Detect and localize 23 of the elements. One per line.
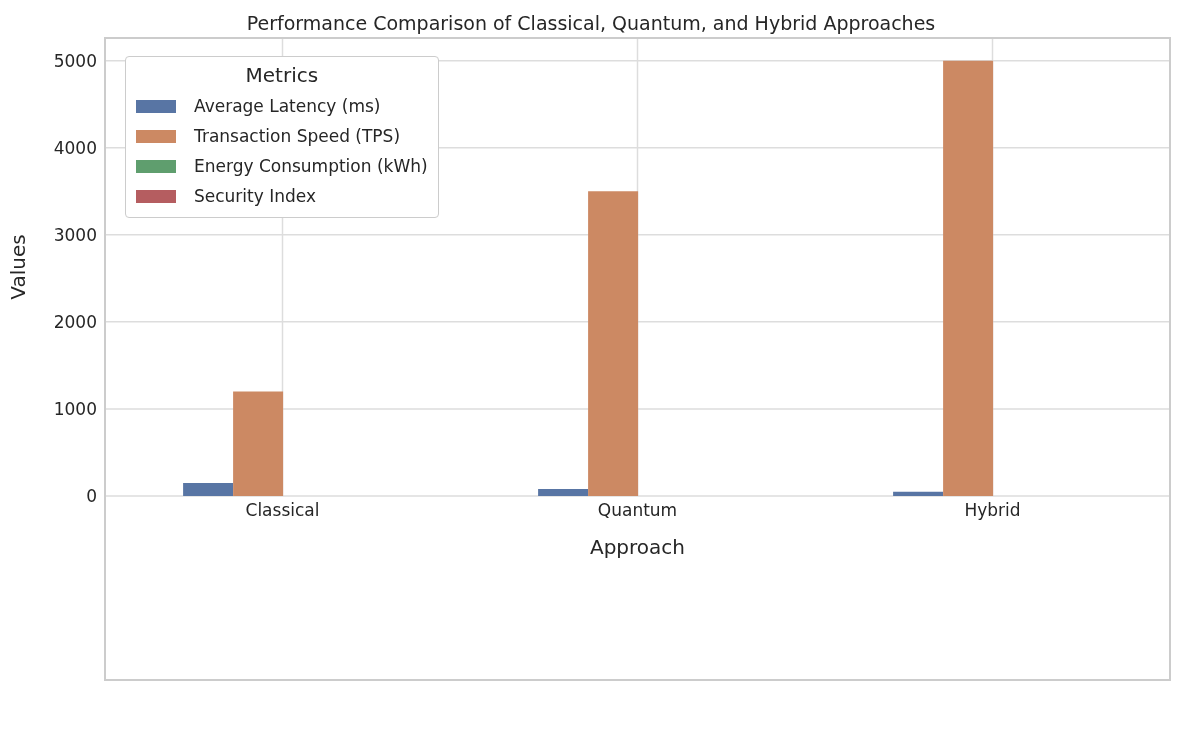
y-tick-label: 4000 <box>53 137 97 158</box>
bar <box>538 489 589 496</box>
legend-label: Energy Consumption (kWh) <box>194 156 428 176</box>
x-tick-label: Classical <box>245 500 320 521</box>
y-tick-label: 2000 <box>53 311 97 332</box>
legend-label: Transaction Speed (TPS) <box>194 126 401 146</box>
bar <box>943 60 994 496</box>
bar <box>233 391 284 496</box>
x-axis-title: Approach <box>589 535 686 559</box>
y-tick-label: 0 <box>86 486 97 507</box>
y-axis-title: Values <box>6 234 31 300</box>
chart-title: Performance Comparison of Classical, Quantum, and Hybrid Approaches <box>245 12 937 34</box>
legend-label: Average Latency (ms) <box>194 96 381 116</box>
y-tick-label: 1000 <box>53 398 97 419</box>
y-tick-label: 3000 <box>53 224 97 245</box>
bar <box>893 491 944 496</box>
legend-label: Security Index <box>194 186 317 206</box>
y-tick-label: 5000 <box>53 50 97 71</box>
x-tick-label: Quantum <box>597 500 678 521</box>
x-tick-label: Hybrid <box>964 500 1021 521</box>
bar <box>588 191 639 496</box>
legend-title: Metrics <box>244 63 320 87</box>
bar <box>183 482 234 496</box>
